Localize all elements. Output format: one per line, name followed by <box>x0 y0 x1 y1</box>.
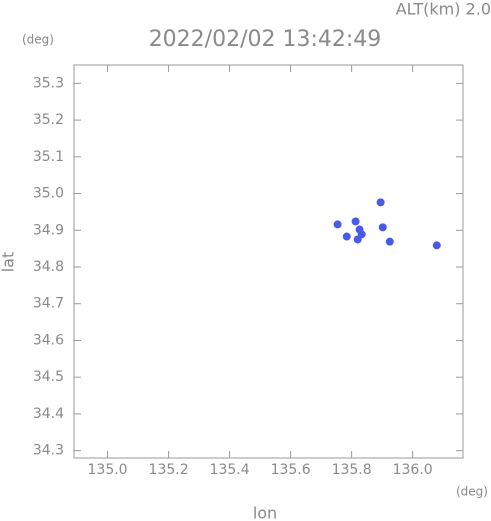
x-tick-label: 135.6 <box>271 462 311 478</box>
x-unit: (deg) <box>456 485 488 499</box>
chart-title: 2022/02/02 13:42:49 <box>149 27 382 52</box>
x-tick-label: 135.0 <box>88 462 128 478</box>
y-tick-label: 34.6 <box>33 332 64 348</box>
y-tick-label: 35.3 <box>33 75 64 91</box>
echo-point <box>353 235 362 244</box>
y-tick-label: 35.1 <box>33 149 64 165</box>
x-tick-label: 135.4 <box>210 462 250 478</box>
y-tick-label: 34.5 <box>33 369 64 385</box>
echo-point <box>432 241 441 250</box>
chart-subtitle: ALT(km) 2.0 <box>396 0 491 19</box>
x-tick-label: 135.2 <box>149 462 189 478</box>
plot-frame <box>73 64 464 459</box>
y-tick-label: 34.7 <box>33 296 64 312</box>
x-tick-label: 135.8 <box>332 462 372 478</box>
y-axis-label: lat <box>0 252 18 273</box>
echo-point <box>342 232 351 241</box>
y-tick-label: 34.8 <box>33 259 64 275</box>
y-tick-label: 35.0 <box>33 186 64 202</box>
echo-point <box>333 220 342 229</box>
echo-point <box>376 198 385 207</box>
echo-point <box>378 223 387 232</box>
y-tick-label: 34.9 <box>33 222 64 238</box>
y-tick-label: 34.3 <box>33 443 64 459</box>
echo-point <box>385 237 394 246</box>
x-tick-label: 136.0 <box>393 462 433 478</box>
y-tick-label: 35.2 <box>33 112 64 128</box>
y-unit: (deg) <box>22 33 54 47</box>
echo-point <box>351 217 360 226</box>
x-axis-label: lon <box>253 504 277 521</box>
y-tick-label: 34.4 <box>33 406 64 422</box>
